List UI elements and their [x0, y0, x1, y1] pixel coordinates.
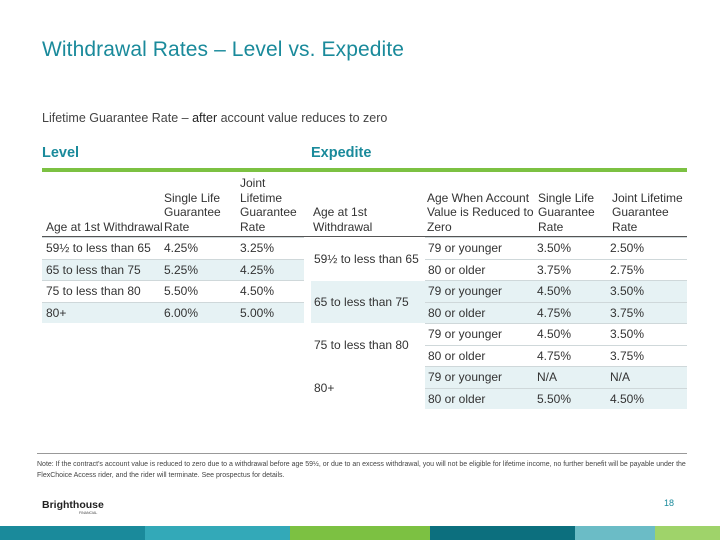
footer-color-bar: [0, 526, 720, 540]
expedite-cell-zero-age: 79 or younger: [428, 327, 503, 342]
table-row: 79 or younger 4.50% 3.50%: [425, 280, 687, 302]
table-row: 79 or younger 4.50% 3.50%: [425, 323, 687, 345]
level-cell-single: 6.00%: [164, 305, 199, 320]
expedite-age-group: 75 to less than 80: [314, 338, 409, 352]
level-section-label: Level: [42, 145, 80, 161]
expedite-cell-joint: 3.75%: [610, 305, 645, 320]
footer-segment: [145, 526, 290, 540]
expedite-age-group: 59½ to less than 65: [314, 252, 419, 266]
expedite-header-joint-text: Joint Lifetime Guarantee Rate: [612, 190, 683, 234]
page-title: Withdrawal Rates – Level vs. Expedite: [42, 38, 405, 61]
expedite-age-group: 80+: [314, 381, 335, 395]
level-cell-age: 75 to less than 80: [46, 284, 141, 299]
expedite-cell-single: 4.75%: [537, 348, 572, 363]
page-number: 18: [664, 498, 675, 508]
expedite-cell-single: 3.50%: [537, 241, 572, 256]
level-header-age: Age at 1st Withdrawal: [46, 178, 164, 234]
expedite-cell-joint: 2.50%: [610, 241, 645, 256]
footer-segment: [290, 526, 430, 540]
level-table: 59½ to less than 65 4.25% 3.25% 65 to le…: [42, 237, 304, 323]
expedite-cell-single: 4.75%: [537, 305, 572, 320]
section-rule: [42, 168, 687, 172]
level-cell-single: 5.25%: [164, 262, 199, 277]
expedite-cell-zero-age: 79 or younger: [428, 370, 503, 385]
table-row: 79 or younger N/A N/A: [425, 366, 687, 388]
level-header-single: Single Life Guarantee Rate: [164, 178, 240, 234]
level-header-age-text: Age at 1st Withdrawal: [46, 219, 163, 234]
level-cell-age: 65 to less than 75: [46, 262, 141, 277]
level-cell-single: 4.25%: [164, 241, 199, 256]
expedite-header-age-text: Age at 1st Withdrawal: [313, 205, 373, 234]
level-cell-joint: 4.25%: [240, 262, 275, 277]
level-header-joint-text: Joint Lifetime Guarantee Rate: [240, 176, 297, 234]
table-row: 80+ 6.00% 5.00%: [42, 301, 304, 323]
level-cell-age: 80+: [46, 305, 67, 320]
expedite-cell-joint: 3.50%: [610, 327, 645, 342]
expedite-cell-joint: N/A: [610, 370, 631, 385]
expedite-cell-single: 5.50%: [537, 391, 572, 406]
expedite-cell-zero-age: 80 or older: [428, 348, 486, 363]
expedite-cell-single: 4.50%: [537, 327, 572, 342]
subtitle-suffix: account value reduces to zero: [217, 111, 388, 125]
footer-segment: [0, 526, 145, 540]
expedite-header-single: Single Life Guarantee Rate: [538, 178, 612, 234]
footnote: Note: If the contract's account value is…: [37, 461, 686, 479]
expedite-age-group: 65 to less than 75: [311, 281, 425, 323]
expedite-cell-zero-age: 80 or older: [428, 305, 486, 320]
level-cell-joint: 5.00%: [240, 305, 275, 320]
level-cell-joint: 4.50%: [240, 284, 275, 299]
expedite-cell-joint: 4.50%: [610, 391, 645, 406]
expedite-table: 79 or younger 3.50% 2.50% 80 or older 3.…: [425, 237, 687, 409]
expedite-cell-single: 3.75%: [537, 262, 572, 277]
expedite-cell-zero-age: 80 or older: [428, 391, 486, 406]
brand-logo: Brighthouse: [42, 499, 104, 511]
table-row: 80 or older 4.75% 3.75%: [425, 344, 687, 367]
note-divider: [37, 453, 687, 454]
expedite-cell-single: N/A: [537, 370, 558, 385]
footer-segment: [575, 526, 655, 540]
level-cell-joint: 3.25%: [240, 241, 275, 256]
expedite-header-single-text: Single Life Guarantee Rate: [538, 190, 595, 234]
expedite-cell-zero-age: 80 or older: [428, 262, 486, 277]
expedite-cell-single: 4.50%: [537, 284, 572, 299]
expedite-section-label: Expedite: [311, 145, 372, 161]
expedite-cell-joint: 3.75%: [610, 348, 645, 363]
level-cell-age: 59½ to less than 65: [46, 241, 151, 256]
expedite-cell-joint: 3.50%: [610, 284, 645, 299]
footer-segment: [655, 526, 720, 540]
level-header-single-text: Single Life Guarantee Rate: [164, 190, 221, 234]
level-header-joint: Joint Lifetime Guarantee Rate: [240, 176, 306, 234]
footer-segment: [430, 526, 575, 540]
brand-logo-subtext: FINANCIAL: [79, 511, 98, 515]
header-rule: [42, 236, 687, 237]
subtitle-prefix: Lifetime Guarantee Rate –: [42, 111, 193, 125]
expedite-cell-joint: 2.75%: [610, 262, 645, 277]
table-row: 75 to less than 80 5.50% 4.50%: [42, 280, 304, 302]
expedite-header-zero-age-text: Age When Account Value is Reduced to Zer…: [427, 190, 534, 234]
expedite-header-joint: Joint Lifetime Guarantee Rate: [612, 178, 687, 234]
table-row: 59½ to less than 65 4.25% 3.25%: [42, 237, 304, 259]
expedite-header-age: Age at 1st Withdrawal: [313, 178, 423, 234]
table-row: 80 or older 3.75% 2.75%: [425, 258, 687, 281]
expedite-header-zero-age: Age When Account Value is Reduced to Zer…: [427, 178, 535, 234]
expedite-cell-zero-age: 79 or younger: [428, 284, 503, 299]
subtitle-emphasis: after: [192, 111, 218, 125]
table-row: 65 to less than 75 5.25% 4.25%: [42, 258, 304, 280]
table-row: 79 or younger 3.50% 2.50%: [425, 237, 687, 259]
table-row: 80 or older 5.50% 4.50%: [425, 387, 687, 409]
subtitle: Lifetime Guarantee Rate – after account …: [42, 111, 387, 125]
expedite-cell-zero-age: 79 or younger: [428, 241, 503, 256]
table-row: 80 or older 4.75% 3.75%: [425, 301, 687, 323]
level-cell-single: 5.50%: [164, 284, 199, 299]
